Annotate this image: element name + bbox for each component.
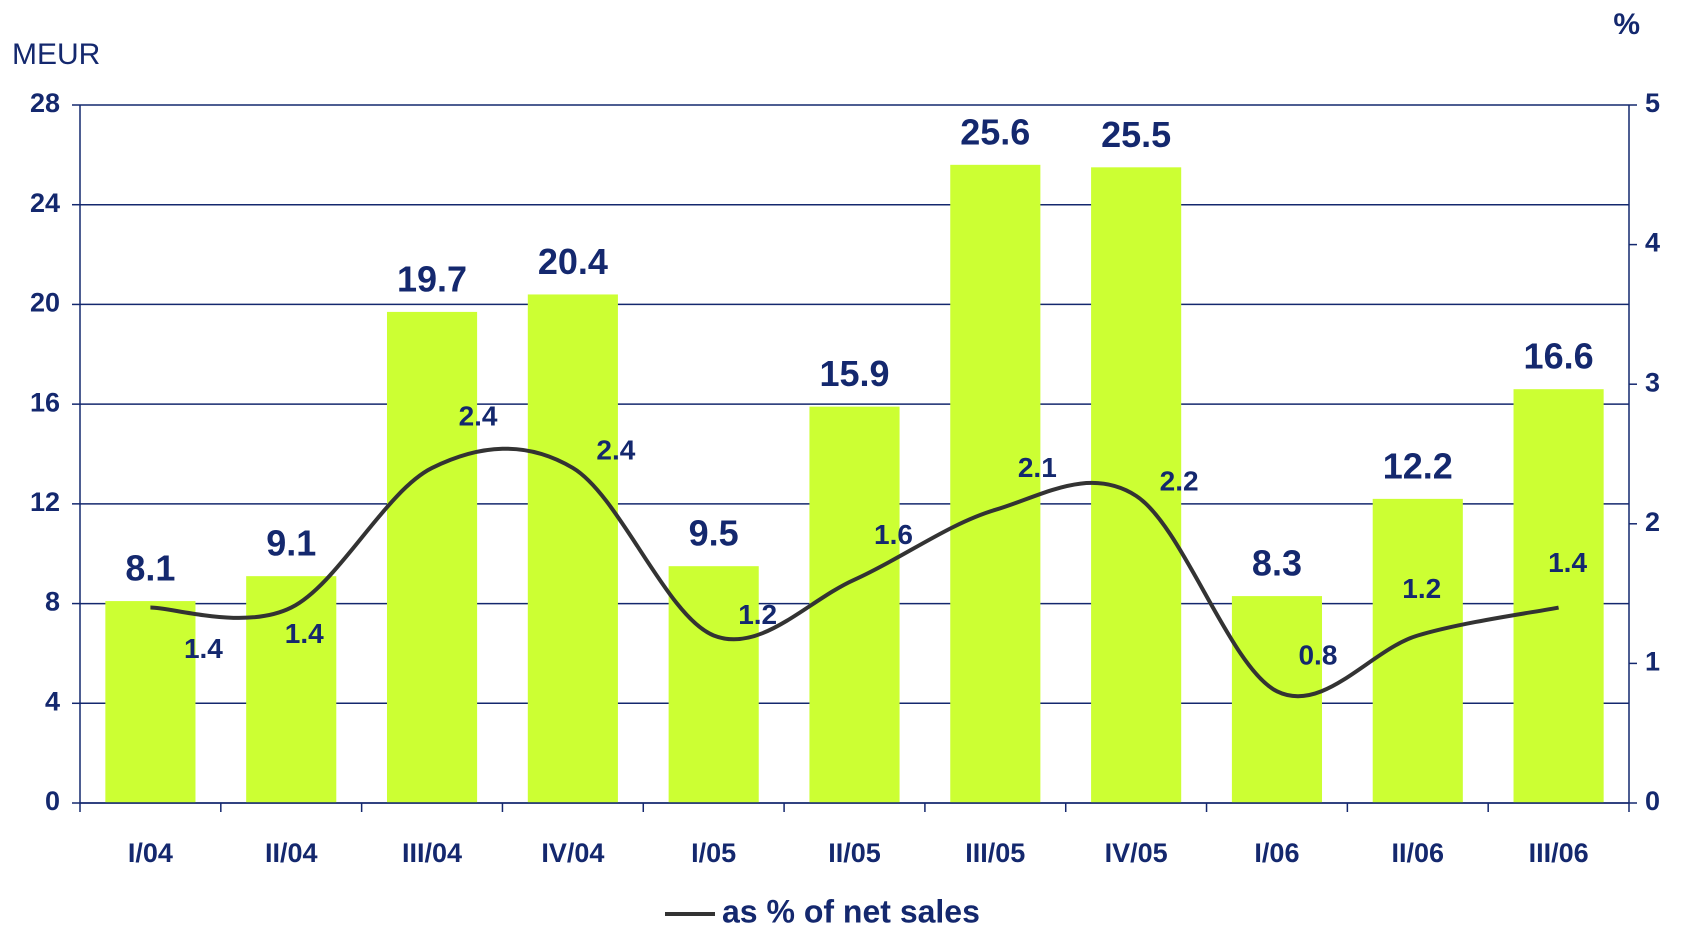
bar xyxy=(527,294,618,803)
bar xyxy=(950,164,1041,804)
x-tick-label: III/05 xyxy=(965,838,1025,868)
y2-tick-label: 3 xyxy=(1645,367,1660,397)
line xyxy=(150,446,1559,699)
line-value-label: 1.4 xyxy=(184,633,223,664)
line-value-label: 2.2 xyxy=(1160,465,1199,496)
y2-axis-label: % xyxy=(1613,8,1640,41)
x-tick-label: I/06 xyxy=(1254,838,1299,868)
line-value-label: 0.8 xyxy=(1298,640,1337,671)
x-tick-label: II/04 xyxy=(265,838,318,868)
bar xyxy=(105,601,196,803)
y-tick-label: 8 xyxy=(45,587,60,617)
bar-value-label: 12.2 xyxy=(1383,445,1453,486)
bar-value-label: 25.5 xyxy=(1101,114,1171,155)
bar-value-label: 9.5 xyxy=(689,513,739,554)
y-tick-label: 0 xyxy=(45,786,60,816)
bar-value-label: 19.7 xyxy=(397,258,467,299)
y-tick-label: 16 xyxy=(30,387,60,417)
y2-tick-label: 1 xyxy=(1645,647,1660,677)
y2-tick-label: 4 xyxy=(1645,228,1660,258)
line-value-label: 2.4 xyxy=(596,434,635,465)
line-value-label: 1.2 xyxy=(738,599,777,630)
legend-label: as % of net sales xyxy=(722,893,980,929)
y-tick-label: 20 xyxy=(30,288,60,318)
bar-value-label: 16.6 xyxy=(1524,336,1594,377)
x-tick-label: III/04 xyxy=(402,838,462,868)
bar xyxy=(1513,389,1604,803)
x-tick-label: III/06 xyxy=(1529,838,1589,868)
x-tick-label: II/06 xyxy=(1391,838,1444,868)
line-value-label: 1.4 xyxy=(1548,547,1587,578)
bar-value-label: 8.3 xyxy=(1252,543,1302,584)
y2-tick-label: 5 xyxy=(1645,88,1660,118)
y-tick-label: 28 xyxy=(30,88,60,118)
bar-value-label: 8.1 xyxy=(125,548,175,589)
bar-value-label: 15.9 xyxy=(819,353,889,394)
x-tick-label: II/05 xyxy=(828,838,881,868)
x-tick-label: I/05 xyxy=(691,838,736,868)
bar xyxy=(668,566,759,803)
line-value-label: 2.4 xyxy=(459,400,498,431)
x-tick-label: IV/05 xyxy=(1105,838,1168,868)
y-tick-label: 4 xyxy=(45,686,60,716)
bar-value-label: 25.6 xyxy=(960,111,1030,152)
bar-value-label: 9.1 xyxy=(266,523,316,564)
bar xyxy=(386,311,478,803)
line-value-label: 1.4 xyxy=(285,618,324,649)
y2-tick-label: 2 xyxy=(1645,507,1660,537)
x-tick-label: IV/04 xyxy=(541,838,604,868)
y-tick-label: 24 xyxy=(30,188,60,218)
bar xyxy=(246,576,337,803)
y-axis-label: MEUR xyxy=(12,38,100,71)
bar xyxy=(1231,596,1323,803)
y-tick-label: 12 xyxy=(30,487,60,517)
line-value-label: 1.6 xyxy=(874,519,913,550)
y2-tick-label: 0 xyxy=(1645,786,1660,816)
bar-value-label: 20.4 xyxy=(538,241,608,282)
line-value-label: 1.2 xyxy=(1402,573,1441,604)
line-value-label: 2.1 xyxy=(1018,452,1057,483)
bar xyxy=(809,406,900,803)
x-tick-label: I/04 xyxy=(128,838,173,868)
